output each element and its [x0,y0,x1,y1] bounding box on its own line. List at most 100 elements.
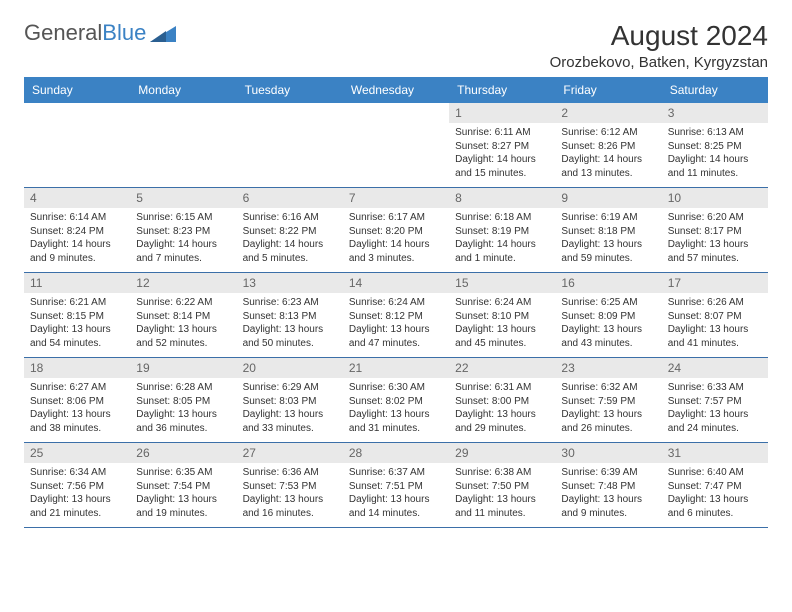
day-number: 16 [555,273,661,293]
day-number: 25 [24,443,130,463]
day-number: 9 [555,188,661,208]
day-number: 28 [343,443,449,463]
day-cell [130,103,236,187]
day-number: 19 [130,358,236,378]
daylight-line: Daylight: 13 hours and 14 minutes. [349,493,443,520]
day-cell [24,103,130,187]
day-number: 30 [555,443,661,463]
day-body: Sunrise: 6:27 AMSunset: 8:06 PMDaylight:… [24,378,130,441]
daylight-line: Daylight: 13 hours and 47 minutes. [349,323,443,350]
day-cell: 25 Sunrise: 6:34 AMSunset: 7:56 PMDayligh… [24,443,130,527]
daylight-line: Daylight: 14 hours and 15 minutes. [455,153,549,180]
day-body: Sunrise: 6:14 AMSunset: 8:24 PMDaylight:… [24,208,130,271]
daylight-line: Daylight: 13 hours and 45 minutes. [455,323,549,350]
sunset-line: Sunset: 8:25 PM [668,140,762,154]
daylight-line: Daylight: 13 hours and 6 minutes. [668,493,762,520]
daylight-line: Daylight: 14 hours and 9 minutes. [30,238,124,265]
sunset-line: Sunset: 8:26 PM [561,140,655,154]
week-row: 25Sunrise: 6:34 AMSunset: 7:56 PMDayligh… [24,443,768,528]
day-number: 27 [237,443,343,463]
weekday-label: Monday [130,77,236,103]
week-row: 11Sunrise: 6:21 AMSunset: 8:15 PMDayligh… [24,273,768,358]
day-cell: 27Sunrise: 6:36 AMSunset: 7:53 PMDayligh… [237,443,343,527]
daylight-line: Daylight: 14 hours and 13 minutes. [561,153,655,180]
day-cell: 8Sunrise: 6:18 AMSunset: 8:19 PMDaylight… [449,188,555,272]
day-cell: 1Sunrise: 6:11 AMSunset: 8:27 PMDaylight… [449,103,555,187]
day-cell: 5Sunrise: 6:15 AMSunset: 8:23 PMDaylight… [130,188,236,272]
sunrise-line: Sunrise: 6:34 AM [30,466,124,480]
day-cell: 18Sunrise: 6:27 AMSunset: 8:06 PMDayligh… [24,358,130,442]
day-number: 21 [343,358,449,378]
sunrise-line: Sunrise: 6:19 AM [561,211,655,225]
daylight-line: Daylight: 13 hours and 54 minutes. [30,323,124,350]
sunset-line: Sunset: 8:22 PM [243,225,337,239]
weekday-label: Sunday [24,77,130,103]
day-body: Sunrise: 6:17 AMSunset: 8:20 PMDaylight:… [343,208,449,271]
day-body: Sunrise: 6:15 AMSunset: 8:23 PMDaylight:… [130,208,236,271]
day-body: Sunrise: 6:36 AMSunset: 7:53 PMDaylight:… [237,463,343,526]
day-number: 8 [449,188,555,208]
day-cell: 29Sunrise: 6:38 AMSunset: 7:50 PMDayligh… [449,443,555,527]
sunset-line: Sunset: 8:13 PM [243,310,337,324]
day-body: Sunrise: 6:29 AMSunset: 8:03 PMDaylight:… [237,378,343,441]
day-body: Sunrise: 6:26 AMSunset: 8:07 PMDaylight:… [662,293,768,356]
day-number: 24 [662,358,768,378]
day-cell: 26Sunrise: 6:35 AMSunset: 7:54 PMDayligh… [130,443,236,527]
sunset-line: Sunset: 8:03 PM [243,395,337,409]
sunrise-line: Sunrise: 6:22 AM [136,296,230,310]
day-body: Sunrise: 6:30 AMSunset: 8:02 PMDaylight:… [343,378,449,441]
day-body: Sunrise: 6:35 AMSunset: 7:54 PMDaylight:… [130,463,236,526]
daylight-line: Daylight: 14 hours and 5 minutes. [243,238,337,265]
daylight-line: Daylight: 13 hours and 50 minutes. [243,323,337,350]
sunrise-line: Sunrise: 6:37 AM [349,466,443,480]
day-body: Sunrise: 6:18 AMSunset: 8:19 PMDaylight:… [449,208,555,271]
sunrise-line: Sunrise: 6:24 AM [455,296,549,310]
day-body: Sunrise: 6:16 AMSunset: 8:22 PMDaylight:… [237,208,343,271]
daylight-line: Daylight: 13 hours and 31 minutes. [349,408,443,435]
day-body: Sunrise: 6:22 AMSunset: 8:14 PMDaylight:… [130,293,236,356]
daylight-line: Daylight: 13 hours and 21 minutes. [30,493,124,520]
day-cell: 11Sunrise: 6:21 AMSunset: 8:15 PMDayligh… [24,273,130,357]
day-number: 7 [343,188,449,208]
week-row: 18Sunrise: 6:27 AMSunset: 8:06 PMDayligh… [24,358,768,443]
sunset-line: Sunset: 8:05 PM [136,395,230,409]
weekday-label: Tuesday [237,77,343,103]
sunset-line: Sunset: 7:48 PM [561,480,655,494]
sunrise-line: Sunrise: 6:36 AM [243,466,337,480]
day-body: Sunrise: 6:11 AMSunset: 8:27 PMDaylight:… [449,123,555,186]
sunrise-line: Sunrise: 6:13 AM [668,126,762,140]
day-number: 14 [343,273,449,293]
sunset-line: Sunset: 7:56 PM [30,480,124,494]
sunset-line: Sunset: 8:23 PM [136,225,230,239]
day-cell: 10Sunrise: 6:20 AMSunset: 8:17 PMDayligh… [662,188,768,272]
location: Orozbekovo, Batken, Kyrgyzstan [550,54,768,71]
daylight-line: Daylight: 13 hours and 38 minutes. [30,408,124,435]
day-number: 2 [555,103,661,123]
day-cell [343,103,449,187]
day-cell: 2Sunrise: 6:12 AMSunset: 8:26 PMDaylight… [555,103,661,187]
day-body: Sunrise: 6:12 AMSunset: 8:26 PMDaylight:… [555,123,661,186]
week-row: 4Sunrise: 6:14 AMSunset: 8:24 PMDaylight… [24,188,768,273]
day-body: Sunrise: 6:37 AMSunset: 7:51 PMDaylight:… [343,463,449,526]
sunset-line: Sunset: 8:27 PM [455,140,549,154]
day-body: Sunrise: 6:33 AMSunset: 7:57 PMDaylight:… [662,378,768,441]
sunset-line: Sunset: 7:57 PM [668,395,762,409]
sunset-line: Sunset: 8:09 PM [561,310,655,324]
day-cell: 20Sunrise: 6:29 AMSunset: 8:03 PMDayligh… [237,358,343,442]
day-cell: 9Sunrise: 6:19 AMSunset: 8:18 PMDaylight… [555,188,661,272]
sunrise-line: Sunrise: 6:35 AM [136,466,230,480]
day-cell: 13Sunrise: 6:23 AMSunset: 8:13 PMDayligh… [237,273,343,357]
daylight-line: Daylight: 13 hours and 36 minutes. [136,408,230,435]
daylight-line: Daylight: 14 hours and 1 minute. [455,238,549,265]
sunset-line: Sunset: 8:14 PM [136,310,230,324]
week-row: 1Sunrise: 6:11 AMSunset: 8:27 PMDaylight… [24,103,768,188]
sunset-line: Sunset: 7:54 PM [136,480,230,494]
weekday-label: Saturday [662,77,768,103]
sunrise-line: Sunrise: 6:11 AM [455,126,549,140]
sunset-line: Sunset: 8:18 PM [561,225,655,239]
sunrise-line: Sunrise: 6:23 AM [243,296,337,310]
day-cell: 14Sunrise: 6:24 AMSunset: 8:12 PMDayligh… [343,273,449,357]
day-number: 18 [24,358,130,378]
sunset-line: Sunset: 7:53 PM [243,480,337,494]
logo-text-general: General [24,20,102,46]
